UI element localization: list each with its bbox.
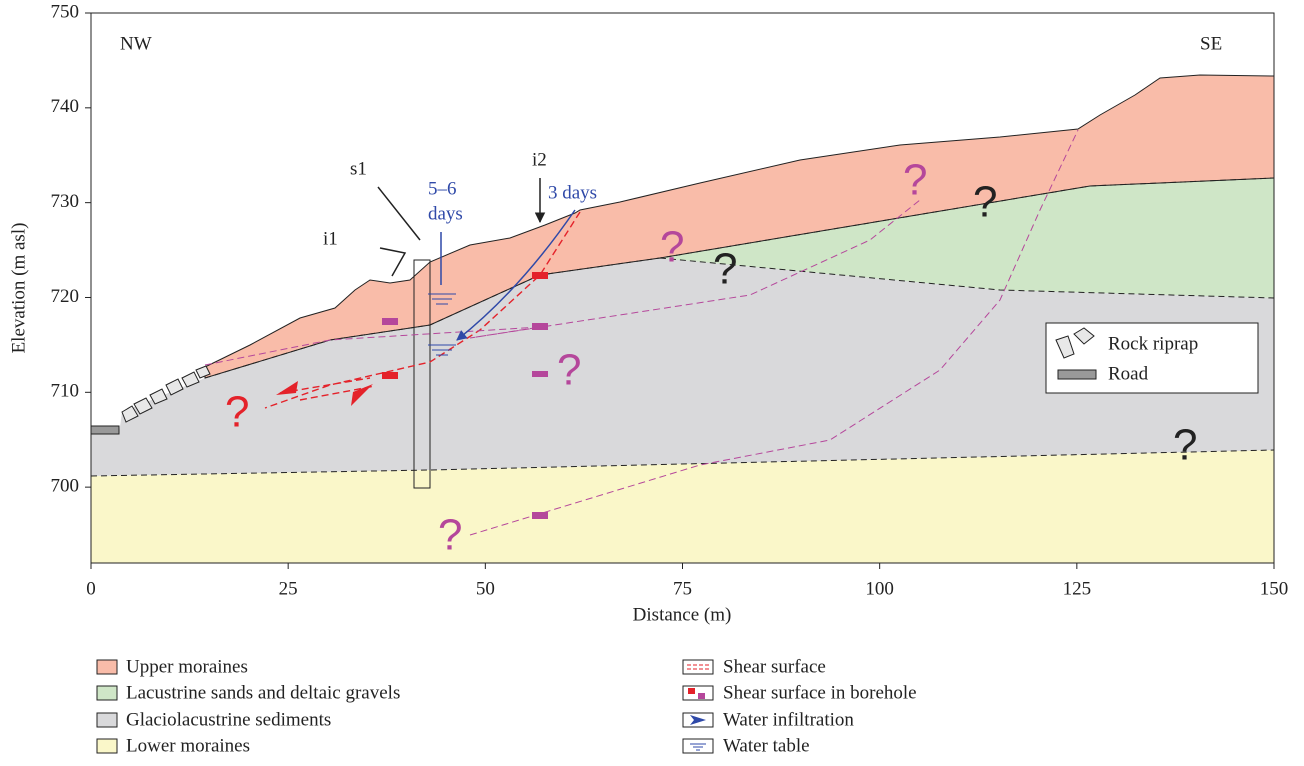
x-tick-label: 100	[865, 578, 894, 599]
question-mark: ?	[557, 346, 581, 395]
x-tick-label: 50	[476, 578, 495, 599]
question-mark: ?	[903, 156, 927, 205]
question-mark: ?	[973, 178, 997, 227]
x-tick-label: 25	[279, 578, 298, 599]
x-tick-label: 125	[1063, 578, 1092, 599]
legend-label: Road	[1108, 363, 1149, 384]
annotation: NW	[120, 33, 152, 54]
legend-label: Shear surface in borehole	[723, 682, 917, 703]
legend-label: Lacustrine sands and deltaic gravels	[126, 682, 400, 703]
legend-label: Glaciolacustrine sediments	[126, 709, 331, 730]
legend-swatch	[1058, 370, 1096, 379]
annotation: 3 days	[548, 182, 597, 203]
legend-swatch	[97, 660, 117, 674]
annotation: SE	[1200, 33, 1222, 54]
legend-swatch	[698, 693, 705, 699]
marker	[382, 318, 398, 325]
question-mark: ?	[225, 388, 249, 437]
road	[91, 426, 119, 434]
inset-legend: Rock riprap Road	[1046, 323, 1258, 393]
annotation: i1	[323, 228, 338, 249]
annotation: 5–6	[428, 178, 457, 199]
y-tick-label: 710	[51, 381, 80, 402]
question-mark: ?	[438, 511, 462, 560]
legend-swatch	[97, 713, 117, 727]
legend-label: Shear surface	[723, 656, 826, 677]
y-axis-label: Elevation (m asl)	[8, 223, 29, 354]
legend-swatch	[683, 660, 713, 674]
legend-swatch	[97, 739, 117, 753]
marker	[532, 272, 548, 279]
annotation: days	[428, 203, 463, 224]
legend-swatch	[97, 686, 117, 700]
marker	[532, 371, 548, 377]
layers	[91, 75, 1274, 563]
figure: 0 25 50 75 100 125 150 700 710 720 730 740 750 Dista…	[0, 0, 1304, 761]
x-tick-label: 75	[673, 578, 692, 599]
body: {"axes":{"x_label":"Distance (m)","y_lab…	[0, 0, 1304, 766]
question-mark: ?	[660, 223, 684, 272]
legend-label: Water table	[723, 735, 810, 756]
y-tick-label: 720	[51, 286, 80, 307]
y-tick-label: 730	[51, 191, 80, 212]
legend-swatch	[688, 688, 695, 694]
question-mark: ?	[713, 245, 737, 294]
marker	[532, 323, 548, 330]
annotation: s1	[350, 158, 367, 179]
marker	[532, 512, 548, 519]
legend-label: Water infiltration	[723, 709, 854, 730]
page: body{margin:0;background:#fff;font-famil…	[0, 0, 1304, 766]
x-tick-label: 150	[1260, 578, 1289, 599]
legend-label: Upper moraines	[126, 656, 248, 677]
legend: Upper moraines Lacustrine sands and delt…	[97, 656, 917, 756]
legend-swatch	[683, 739, 713, 753]
y-tick-label: 750	[51, 1, 80, 22]
marker	[382, 372, 398, 379]
question-mark: ?	[1173, 421, 1197, 470]
y-tick-label: 740	[51, 96, 80, 117]
legend-label: Rock riprap	[1108, 333, 1198, 354]
y-tick-label: 700	[51, 475, 80, 496]
x-tick-label: 0	[86, 578, 96, 599]
x-axis-label: Distance (m)	[633, 604, 732, 625]
annotation: i2	[532, 149, 547, 170]
legend-label: Lower moraines	[126, 735, 250, 756]
